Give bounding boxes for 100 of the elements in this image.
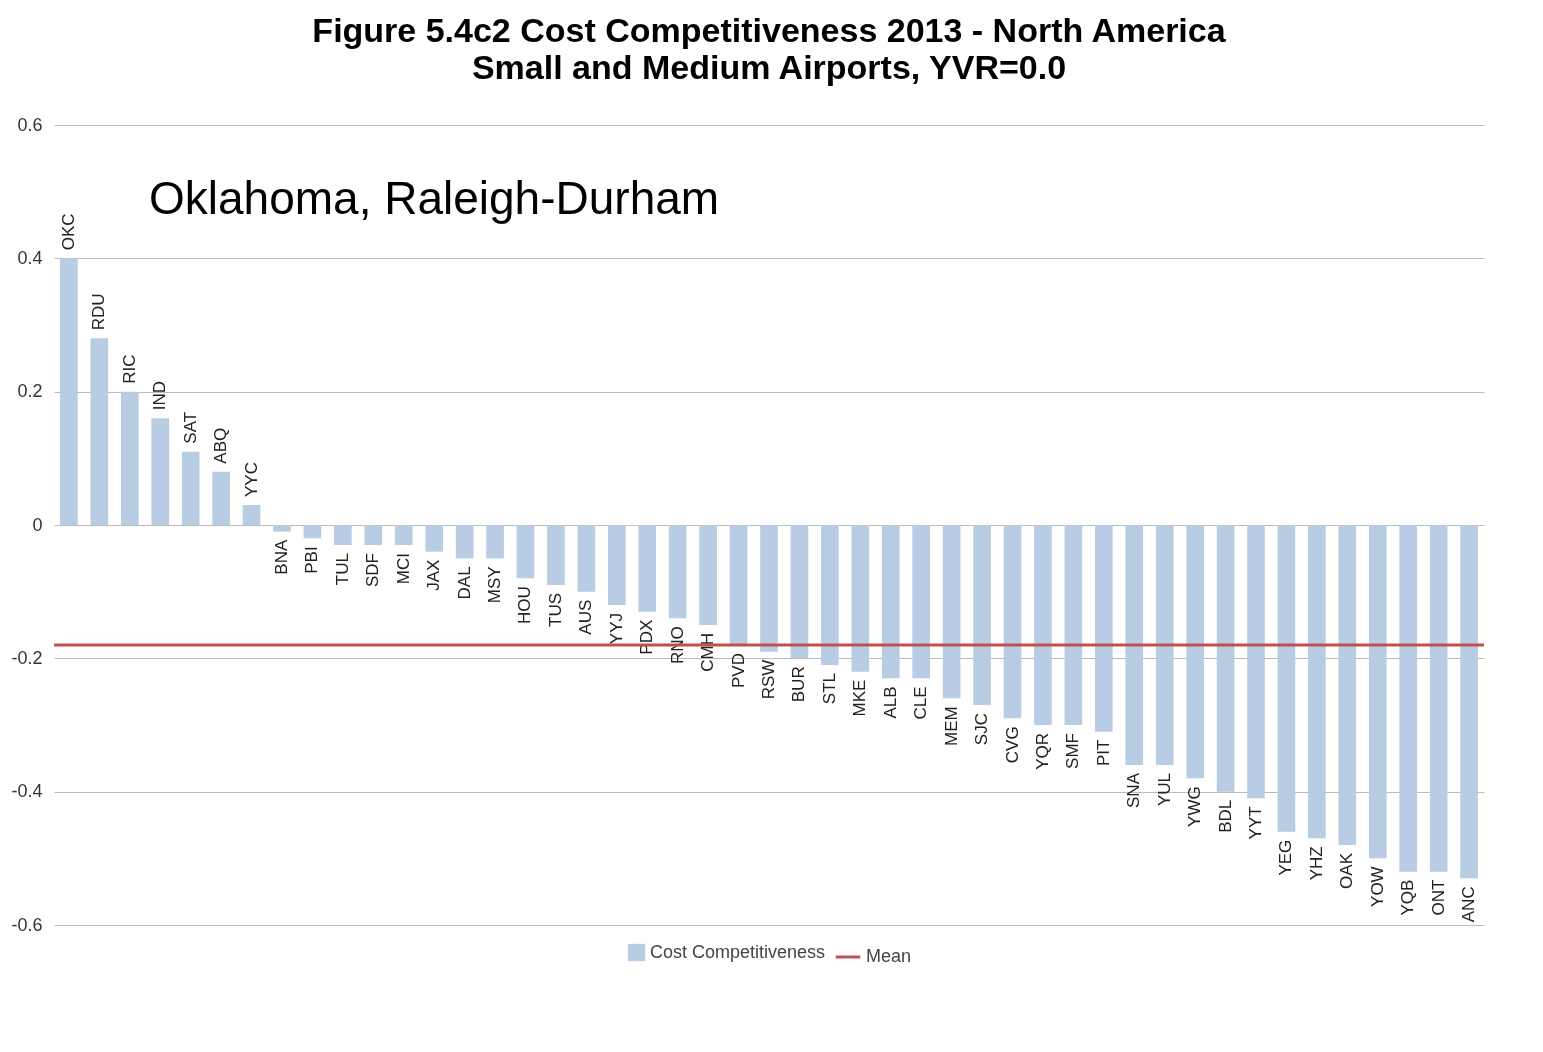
x-tick-label: YEG <box>1276 839 1296 876</box>
y-tick-label: 0.6 <box>17 114 43 135</box>
bar <box>577 525 596 592</box>
x-tick-label: BDL <box>1215 799 1235 833</box>
legend-label: Cost Competitiveness <box>650 941 826 962</box>
bar <box>1308 525 1326 839</box>
y-tick-label: 0.2 <box>17 381 43 402</box>
chart-subtitle: Small and Medium Airports, YVR=0.0 <box>471 48 1067 86</box>
x-tick-label: YWG <box>1185 786 1205 827</box>
x-tick-label: YYC <box>241 462 261 497</box>
bar <box>303 525 322 539</box>
bar <box>607 525 626 605</box>
x-tick-label: SJC <box>972 713 992 746</box>
x-tick-label: MSY <box>485 566 505 604</box>
bar <box>1034 525 1052 725</box>
bar <box>547 525 565 585</box>
x-tick-label: AUS <box>576 599 596 635</box>
x-tick-label: MEM <box>941 706 961 747</box>
x-tick-label: CMH <box>698 633 718 672</box>
chart-title: Figure 5.4c2 Cost Competitiveness 2013 - North America <box>312 11 1227 49</box>
x-tick-label: YYJ <box>606 613 626 645</box>
bar <box>364 525 383 545</box>
bar <box>1368 525 1387 859</box>
bar <box>334 525 352 545</box>
bar <box>90 338 109 525</box>
x-tick-label: TUL <box>332 553 352 586</box>
x-tick-label: YHZ <box>1306 846 1326 881</box>
bar <box>1460 525 1478 879</box>
legend-label: Mean <box>866 946 912 966</box>
bar <box>973 525 991 705</box>
x-tick-label: RDU <box>89 293 109 331</box>
x-tick-label: RSW <box>759 659 778 700</box>
bar <box>1429 525 1448 872</box>
bar <box>912 525 931 679</box>
bar <box>760 525 778 652</box>
x-tick-label: SMF <box>1063 733 1083 769</box>
bar <box>638 525 657 612</box>
x-tick-label: BNA <box>271 539 291 575</box>
bar <box>790 525 809 659</box>
y-tick-label: 0.4 <box>17 247 43 268</box>
x-tick-label: SAT <box>180 411 200 444</box>
bar <box>455 525 474 559</box>
bar <box>668 525 687 619</box>
x-tick-label: CVG <box>1002 726 1022 764</box>
bar <box>1399 525 1418 872</box>
bar <box>851 525 870 672</box>
x-tick-label: PVD <box>728 653 748 688</box>
bar <box>273 525 291 532</box>
x-tick-label: YQB <box>1398 879 1418 916</box>
x-tick-label: YYT <box>1246 806 1266 840</box>
bar <box>242 505 261 525</box>
bar <box>1277 525 1296 832</box>
x-tick-label: JAX <box>424 559 444 591</box>
x-tick-label: RNO <box>667 626 687 665</box>
bar <box>1064 525 1083 725</box>
x-tick-label: IND <box>150 381 170 411</box>
x-tick-label: PIT <box>1093 739 1113 767</box>
bar <box>181 451 200 525</box>
x-tick-label: ABQ <box>211 427 231 464</box>
bar <box>1003 525 1022 719</box>
x-tick-label: TUS <box>545 593 565 627</box>
bar <box>1186 525 1204 779</box>
x-tick-label: YUL <box>1154 773 1174 807</box>
bar <box>1125 525 1144 765</box>
x-tick-label: HOU <box>515 586 535 625</box>
bar <box>1216 525 1235 792</box>
x-tick-label: OAK <box>1337 852 1357 889</box>
x-tick-label: ANC <box>1459 886 1479 923</box>
y-tick-label: -0.6 <box>11 914 43 935</box>
bar <box>699 525 717 625</box>
x-tick-label: DAL <box>454 566 474 600</box>
bar <box>1338 525 1357 845</box>
x-tick-label: YQR <box>1032 733 1052 770</box>
bar <box>1247 525 1265 799</box>
x-tick-label: MCI <box>393 553 413 585</box>
bar <box>821 525 839 665</box>
x-tick-label: YOW <box>1367 866 1387 907</box>
bar <box>881 525 900 679</box>
bar <box>729 525 748 645</box>
x-tick-label: BUR <box>789 666 809 703</box>
bar <box>1155 525 1174 765</box>
y-tick-label: -0.2 <box>11 647 43 668</box>
bar <box>394 525 413 545</box>
bar <box>1095 525 1113 732</box>
annotation: Oklahoma, Raleigh-Durham <box>149 172 720 224</box>
bar <box>942 525 961 699</box>
x-tick-label: RIC <box>119 354 139 384</box>
y-tick-label: -0.4 <box>11 781 43 802</box>
bar <box>120 391 139 525</box>
y-tick-label: 0 <box>32 514 43 535</box>
bar <box>425 525 443 552</box>
x-tick-label: SDF <box>363 553 383 587</box>
x-tick-label: ALB <box>880 686 900 719</box>
bar <box>151 418 170 525</box>
bar <box>60 258 78 525</box>
x-tick-label: PBI <box>302 546 322 574</box>
x-tick-label: SNA <box>1124 772 1144 808</box>
x-tick-label: OKC <box>58 213 78 251</box>
x-tick-label: MKE <box>850 679 870 717</box>
x-tick-label: CLE <box>911 686 931 720</box>
